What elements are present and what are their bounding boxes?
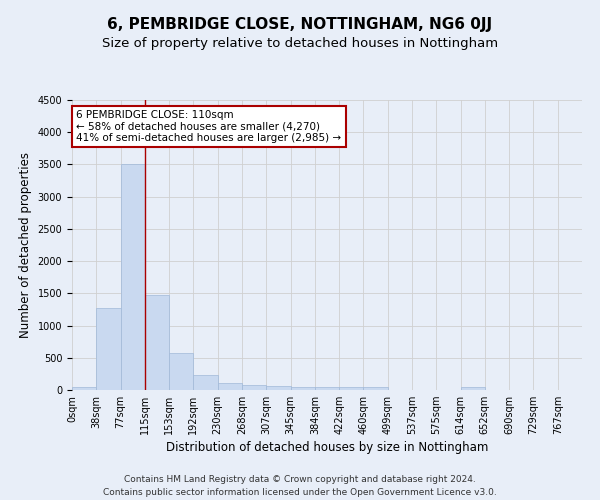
Text: 6 PEMBRIDGE CLOSE: 110sqm
← 58% of detached houses are smaller (4,270)
41% of se: 6 PEMBRIDGE CLOSE: 110sqm ← 58% of detac… [76, 110, 341, 143]
Bar [72, 388, 96, 390]
Text: Contains HM Land Registry data © Crown copyright and database right 2024.: Contains HM Land Registry data © Crown c… [124, 476, 476, 484]
Text: Size of property relative to detached houses in Nottingham: Size of property relative to detached ho… [102, 38, 498, 51]
Bar [96, 308, 121, 390]
Bar [218, 383, 242, 390]
Bar [364, 388, 388, 390]
Bar [242, 385, 266, 390]
Bar [121, 164, 145, 390]
Bar [339, 388, 364, 390]
Bar [193, 375, 218, 390]
Text: 6, PEMBRIDGE CLOSE, NOTTINGHAM, NG6 0JJ: 6, PEMBRIDGE CLOSE, NOTTINGHAM, NG6 0JJ [107, 18, 493, 32]
Bar [145, 296, 169, 390]
Text: Contains public sector information licensed under the Open Government Licence v3: Contains public sector information licen… [103, 488, 497, 497]
Bar [461, 387, 485, 390]
Bar [169, 353, 193, 390]
Bar [266, 386, 290, 390]
Bar [290, 388, 315, 390]
Text: Distribution of detached houses by size in Nottingham: Distribution of detached houses by size … [166, 441, 488, 454]
Bar [315, 388, 339, 390]
Y-axis label: Number of detached properties: Number of detached properties [19, 152, 32, 338]
